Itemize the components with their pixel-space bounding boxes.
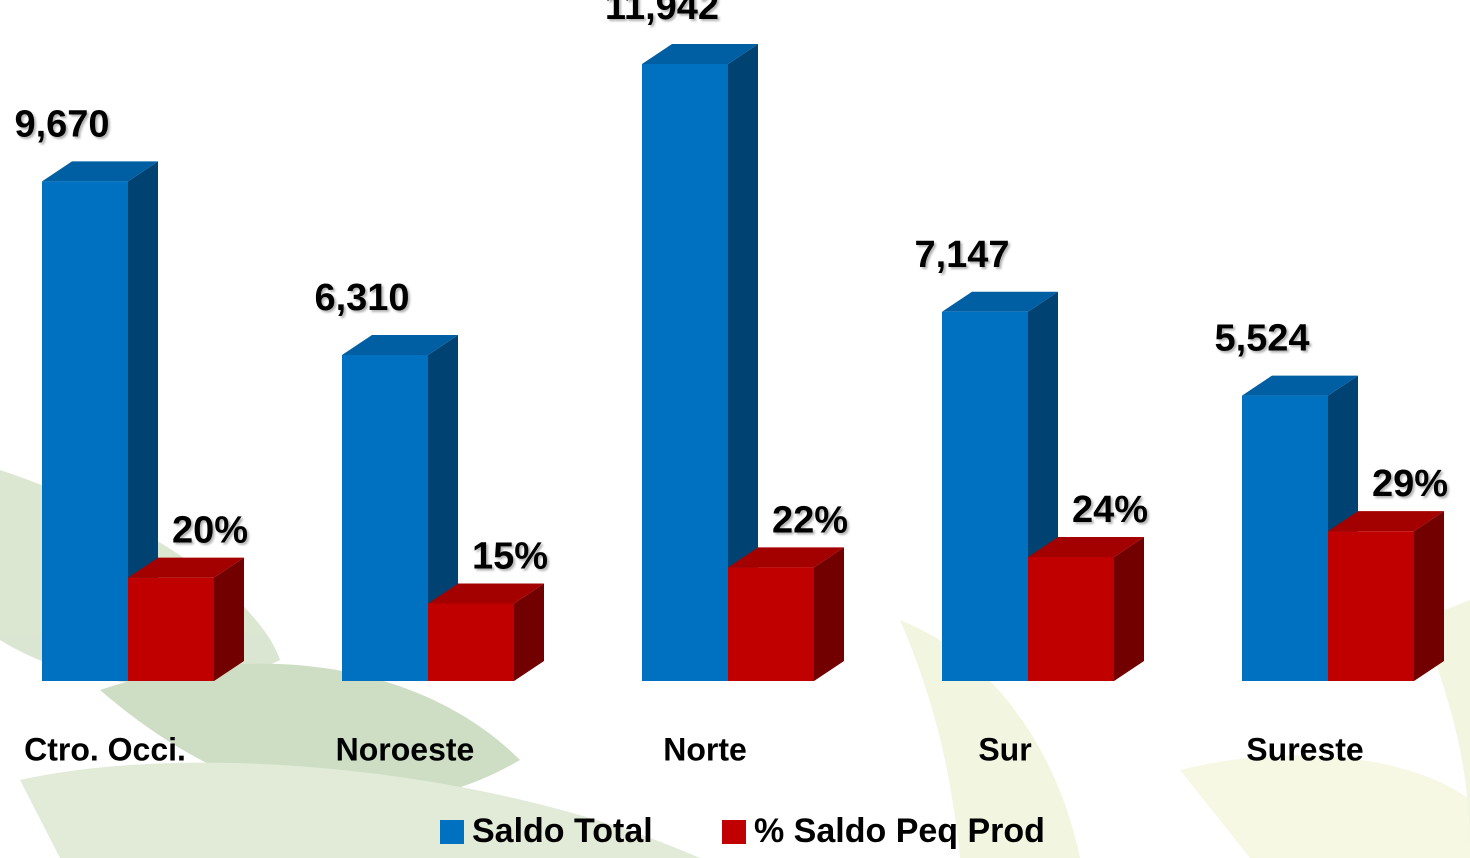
bar-front xyxy=(342,354,428,681)
bar-front xyxy=(428,603,514,681)
data-label: 22% xyxy=(772,499,848,541)
bar xyxy=(428,583,544,681)
data-label: 5,524 xyxy=(1214,318,1309,360)
legend-swatch xyxy=(722,820,746,844)
legend-swatch xyxy=(440,820,464,844)
bar-front xyxy=(1028,557,1114,681)
bar-side xyxy=(814,547,844,681)
bar-front xyxy=(1242,395,1328,681)
data-label: 11,942 xyxy=(605,0,719,28)
legend-label: % Saldo Peq Prod xyxy=(754,812,1045,850)
bar-side xyxy=(1114,537,1144,681)
bar-top xyxy=(342,334,458,355)
bar xyxy=(728,547,844,681)
data-label: 15% xyxy=(472,536,548,578)
data-label: 6,310 xyxy=(314,277,409,319)
data-label: 20% xyxy=(172,510,248,552)
x-tick-label: Sur xyxy=(978,731,1031,767)
bar-top xyxy=(728,547,844,568)
x-tick-label: Ctro. Occi. xyxy=(24,731,186,767)
x-tick-label: Norte xyxy=(663,731,747,767)
bar xyxy=(42,161,158,682)
bar-top xyxy=(642,43,758,64)
x-tick-label: Sureste xyxy=(1246,731,1363,767)
data-label: 9,670 xyxy=(14,103,109,145)
x-tick-label: Noroeste xyxy=(336,731,475,767)
bar-front xyxy=(1328,531,1414,681)
bar-top xyxy=(1028,537,1144,557)
bar-top xyxy=(1328,511,1444,532)
legend-label: Saldo Total xyxy=(472,812,653,850)
bar xyxy=(642,43,758,682)
bar-top xyxy=(1242,375,1358,396)
bar-front xyxy=(642,63,728,682)
data-label: 29% xyxy=(1372,463,1448,505)
bar-side xyxy=(1414,511,1444,681)
bar xyxy=(1328,511,1444,681)
bar-front xyxy=(42,181,128,681)
bar-side xyxy=(128,161,158,682)
bar-front xyxy=(942,311,1028,681)
bar xyxy=(128,557,244,681)
bar-front xyxy=(728,567,814,681)
bar-side xyxy=(514,583,544,681)
bar-side xyxy=(728,43,758,682)
bar-side xyxy=(214,557,244,681)
data-label: 7,147 xyxy=(914,234,1009,276)
data-label: 24% xyxy=(1072,489,1148,531)
bar-top xyxy=(42,161,158,182)
bar-top xyxy=(128,557,244,578)
bar-top xyxy=(428,583,544,604)
bar-front xyxy=(128,577,214,681)
bar-top xyxy=(942,291,1058,312)
bar xyxy=(1028,537,1144,681)
bar xyxy=(942,291,1058,681)
